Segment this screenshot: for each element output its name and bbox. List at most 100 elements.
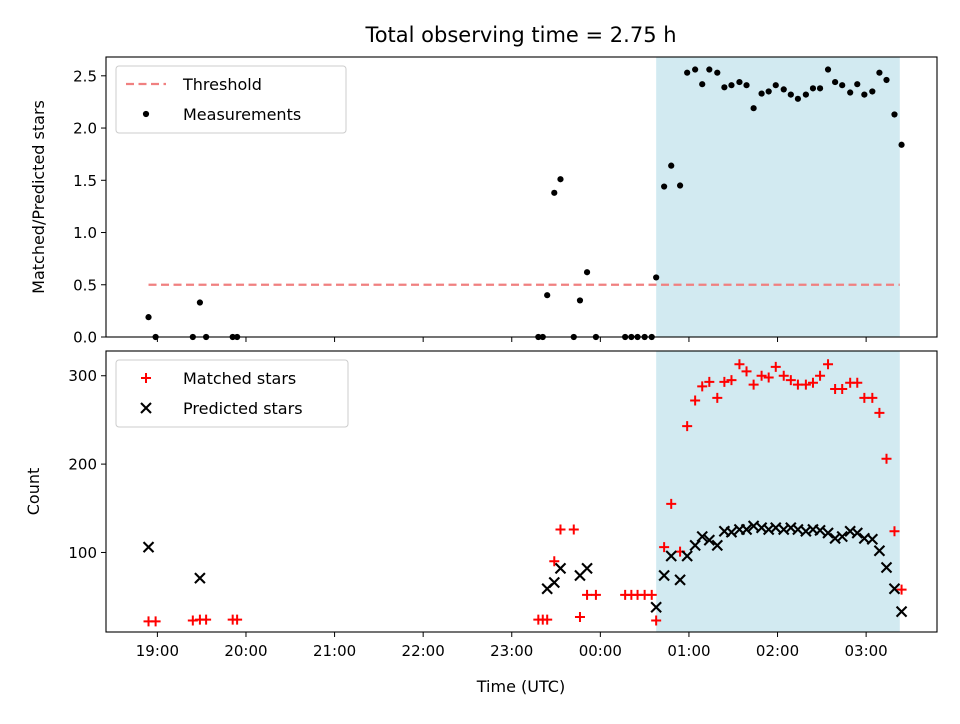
measurement-point xyxy=(699,81,706,88)
measurement-point xyxy=(668,162,675,169)
x-tick-label: 20:00 xyxy=(224,642,267,660)
measurement-point xyxy=(721,84,728,91)
measurement-point xyxy=(816,85,824,92)
observing-window-span xyxy=(656,57,900,337)
measurement-point xyxy=(883,76,890,84)
legend-measurements-swatch xyxy=(142,110,150,118)
predicted-stars-point xyxy=(554,562,567,575)
measurement-point xyxy=(692,66,699,73)
matched-stars-point xyxy=(874,407,885,418)
y-tick-label: 2.5 xyxy=(73,67,97,85)
predicted-stars-point xyxy=(142,541,155,553)
predicted-stars-point xyxy=(725,526,738,538)
y-tick-label: 2.0 xyxy=(73,120,97,138)
matched-stars-point xyxy=(590,589,601,600)
matched-stars-point xyxy=(889,526,900,537)
predicted-stars-point xyxy=(681,550,693,562)
predicted-stars-point xyxy=(895,605,908,618)
legend-label: Predicted stars xyxy=(183,399,303,418)
matched-stars-point xyxy=(712,392,723,403)
x-tick-label: 01:00 xyxy=(667,642,710,660)
predicted-stars-point xyxy=(866,533,879,545)
predicted-stars-point xyxy=(674,574,686,586)
matched-stars-point xyxy=(785,375,796,386)
legend-box xyxy=(115,359,349,428)
matched-stars-point xyxy=(201,614,212,625)
measurement-point xyxy=(544,292,551,299)
measurement-point xyxy=(145,314,152,321)
y-tick-label: 0.0 xyxy=(73,329,97,347)
measurement-point xyxy=(809,85,817,92)
y-tick-label: 0.5 xyxy=(73,276,97,294)
measurement-point xyxy=(551,189,558,196)
matched-stars-point xyxy=(756,370,767,381)
measurement-point xyxy=(661,183,668,190)
measurement-point xyxy=(847,89,854,96)
predicted-stars-point xyxy=(581,562,593,575)
measurement-point xyxy=(876,69,883,76)
legend-box xyxy=(115,65,347,134)
measurement-point xyxy=(743,82,750,89)
matched-stars-point xyxy=(770,361,781,372)
measurement-point xyxy=(676,182,684,189)
x-tick-label: 22:00 xyxy=(402,642,445,660)
axes-frame xyxy=(105,56,938,338)
measurement-point xyxy=(772,82,779,89)
matched-stars-point xyxy=(726,375,737,386)
matched-stars-point xyxy=(582,589,593,600)
matched-stars-point xyxy=(778,370,789,381)
matched-stars-point xyxy=(763,372,774,383)
matched-stars-point xyxy=(697,381,708,392)
matched-stars-point xyxy=(852,377,863,388)
matched-stars-point xyxy=(150,616,161,627)
matched-stars-point xyxy=(574,611,585,622)
predicted-stars-point xyxy=(658,569,670,582)
predicted-stars-point xyxy=(665,550,677,562)
y-tick-label: 1.0 xyxy=(73,224,97,242)
measurement-point xyxy=(787,91,794,98)
measurement-point xyxy=(196,299,204,306)
matched-stars-point xyxy=(555,524,566,535)
measurement-point xyxy=(714,69,721,76)
x-tick-label: 21:00 xyxy=(313,642,356,660)
matched-stars-point xyxy=(807,377,818,388)
chart-title: Total observing time = 2.75 h xyxy=(364,23,676,47)
y-axis-label: Matched/Predicted stars xyxy=(29,100,48,294)
legend-matched-swatch xyxy=(141,373,151,383)
measurement-point xyxy=(653,274,660,281)
matched-stars-point xyxy=(666,498,677,509)
measurement-point xyxy=(891,111,898,118)
y-tick-label: 200 xyxy=(68,456,97,474)
matched-stars-point xyxy=(659,542,670,553)
predicted-stars-point xyxy=(689,539,701,552)
y-tick-label: 1.5 xyxy=(73,172,97,190)
observing-window-span xyxy=(656,351,900,632)
measurement-point xyxy=(576,297,584,304)
measurement-point xyxy=(557,176,564,183)
measurement-point xyxy=(898,141,905,148)
measurement-point xyxy=(824,66,832,73)
x-tick-label: 02:00 xyxy=(756,642,799,660)
matched-stars-point xyxy=(896,584,907,595)
matched-stars-point xyxy=(690,395,701,406)
x-tick-label: 00:00 xyxy=(579,642,622,660)
axes-frame xyxy=(105,350,938,633)
measurement-point xyxy=(706,66,713,73)
measurement-point xyxy=(583,269,591,276)
matched-stars-point xyxy=(549,556,560,567)
matched-stars-point xyxy=(823,359,834,370)
predicted-stars-point xyxy=(873,544,886,557)
measurement-point xyxy=(684,69,691,76)
matched-stars-point xyxy=(741,366,752,377)
y-tick-label: 300 xyxy=(68,367,97,385)
measurement-point xyxy=(750,105,757,112)
matched-stars-point xyxy=(232,614,243,625)
x-tick-label: 19:00 xyxy=(136,642,179,660)
matched-stars-point xyxy=(719,376,730,387)
matched-stars-point xyxy=(651,615,662,626)
measurement-point xyxy=(780,86,787,93)
legend-label: Measurements xyxy=(183,105,301,124)
matched-stars-point xyxy=(682,421,693,432)
measurement-point xyxy=(839,82,846,89)
